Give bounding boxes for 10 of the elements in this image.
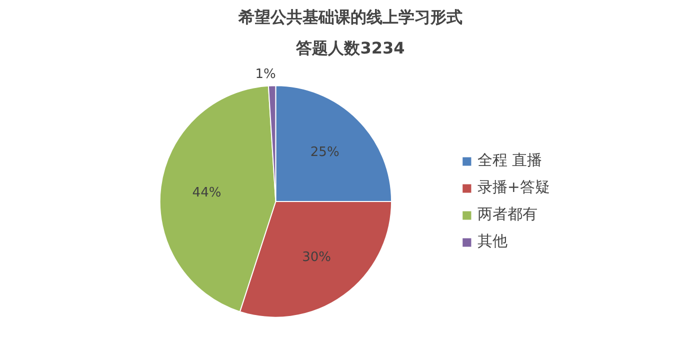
data-label: 25%	[310, 144, 340, 160]
legend-label: 其他	[477, 232, 508, 251]
data-label: 30%	[302, 250, 332, 266]
chart-title: 希望公共基础课的线上学习形式	[238, 8, 462, 26]
data-label: 44%	[192, 185, 222, 200]
legend-label: 两者都有	[477, 205, 538, 224]
legend-label: 全程 直播	[477, 151, 542, 170]
chart-subtitle: 答题人数3234	[295, 38, 405, 58]
data-label: 1%	[255, 66, 276, 82]
legend-label: 录播+答疑	[477, 178, 550, 197]
